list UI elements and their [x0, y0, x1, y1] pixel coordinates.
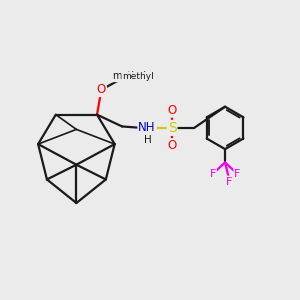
Text: O: O	[167, 104, 177, 117]
Text: F: F	[234, 169, 241, 179]
Text: NH: NH	[138, 122, 156, 134]
Text: S: S	[168, 121, 176, 135]
Text: H: H	[144, 135, 152, 145]
Text: F: F	[226, 176, 233, 187]
Text: methyl: methyl	[112, 71, 146, 81]
Text: O: O	[167, 139, 177, 152]
Text: O: O	[97, 83, 106, 96]
Text: F: F	[209, 169, 216, 179]
Text: methyl: methyl	[122, 73, 154, 82]
